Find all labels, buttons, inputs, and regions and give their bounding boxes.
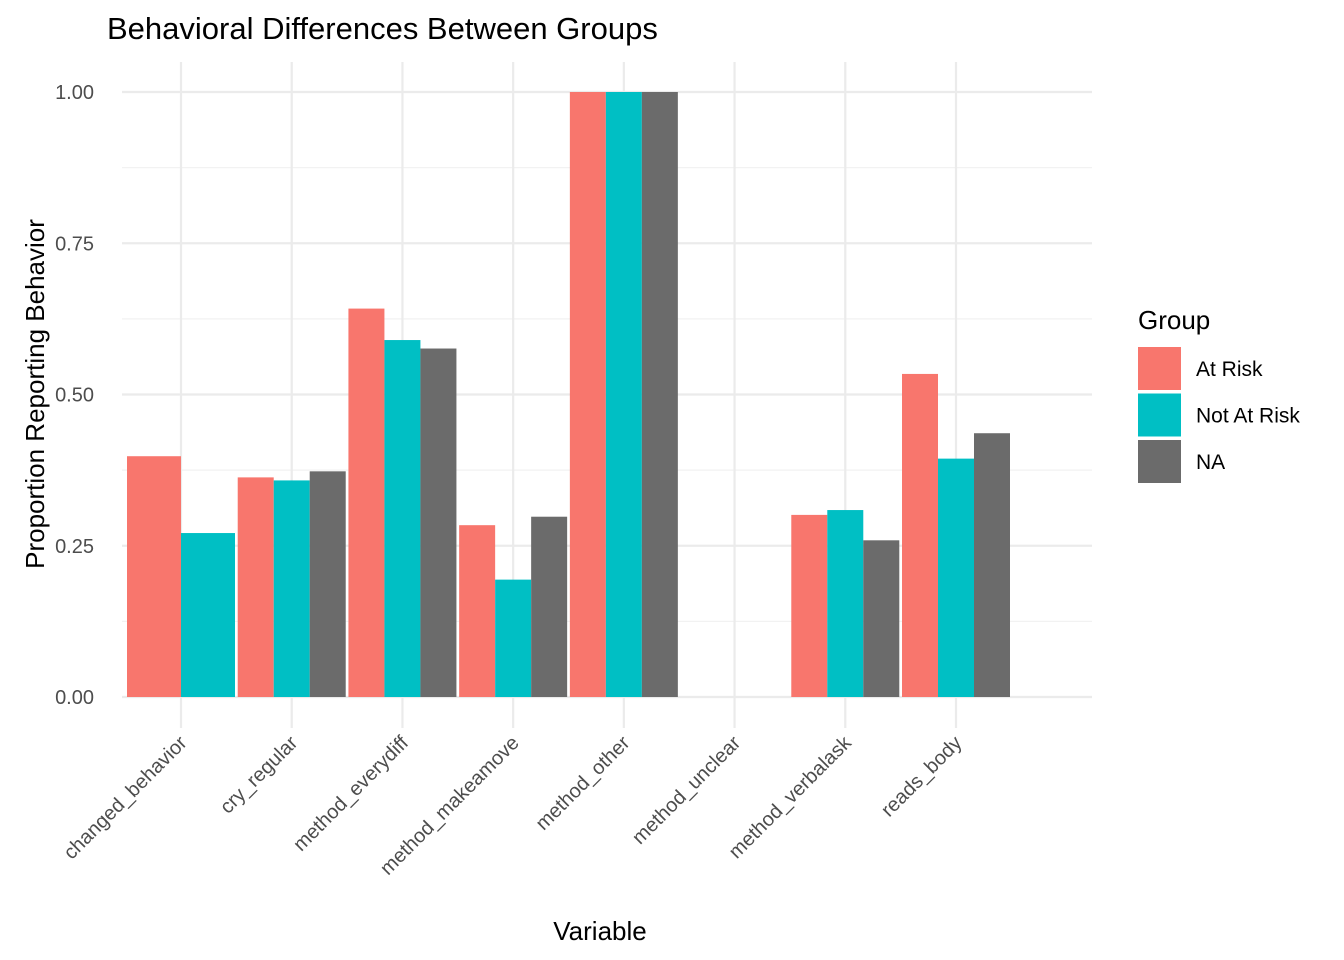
legend-swatch <box>1138 440 1181 483</box>
bar-method_makeamove-not-at-risk <box>495 579 532 697</box>
bar-method_verbalask-not-at-risk <box>827 510 864 697</box>
x-tick-label: method_unclear <box>628 732 745 849</box>
bars <box>127 92 1010 697</box>
x-tick-label: method_everydiff <box>289 732 413 856</box>
x-axis-tick-labels: changed_behavior cry_regularmethod_everyd… <box>60 731 967 879</box>
x-tick-label: method_other <box>532 732 635 835</box>
legend-swatch <box>1138 347 1181 390</box>
bar-cry_regular-not-at-risk <box>273 480 310 697</box>
bar-method_makeamove-at-risk <box>459 525 496 697</box>
bar-cry_regular-at-risk <box>237 477 274 697</box>
y-axis-tick-labels: 0.00 0.25 0.50 0.75 1.00 <box>55 82 94 709</box>
bar-method_verbalask-at-risk <box>791 514 828 697</box>
bar-reads_body-not-at-risk <box>938 458 974 697</box>
legend-title: Group <box>1138 305 1210 335</box>
bar-method_makeamove-na <box>531 516 568 697</box>
bar-method_everydiff-na <box>420 348 457 697</box>
y-tick-label: 0.00 <box>55 687 94 709</box>
y-tick-label: 0.50 <box>55 385 94 407</box>
bar-reads_body-na <box>974 433 1010 697</box>
bar-method_everydiff-at-risk <box>348 308 385 697</box>
y-tick-label: 0.75 <box>55 233 94 255</box>
bar-method_everydiff-not-at-risk <box>384 340 421 697</box>
legend-swatch <box>1138 393 1181 437</box>
bar-changed_behavior-at-risk <box>127 456 181 697</box>
bar-changed_behavior-not-at-risk <box>181 533 235 697</box>
x-tick-label: method_verbalask <box>725 731 857 863</box>
y-tick-label: 0.25 <box>55 536 94 558</box>
bar-reads_body-at-risk <box>902 373 938 697</box>
bar-method_other-na <box>641 92 678 697</box>
bar-method_other-at-risk <box>569 92 606 697</box>
bar-method_verbalask-na <box>863 540 900 697</box>
x-axis-title: Variable <box>553 916 646 946</box>
legend-items: At Risk Not At Risk NA <box>1138 347 1300 483</box>
legend-label: Not At Risk <box>1196 405 1300 428</box>
x-tick-label: cry_regular <box>216 732 303 819</box>
legend-label: NA <box>1196 451 1225 474</box>
x-tick-label: reads_body <box>877 732 966 821</box>
bar-method_other-not-at-risk <box>605 92 642 697</box>
legend-label: At Risk <box>1196 358 1263 381</box>
bar-cry_regular-na <box>309 471 346 697</box>
chart-title: Behavioral Differences Between Groups <box>107 11 658 46</box>
y-axis-title: Proportion Reporting Behavior <box>20 219 50 569</box>
x-tick-label: changed_behavior <box>60 732 192 864</box>
y-tick-label: 1.00 <box>55 82 94 104</box>
legend: Group At Risk Not At Risk NA <box>1138 305 1300 483</box>
